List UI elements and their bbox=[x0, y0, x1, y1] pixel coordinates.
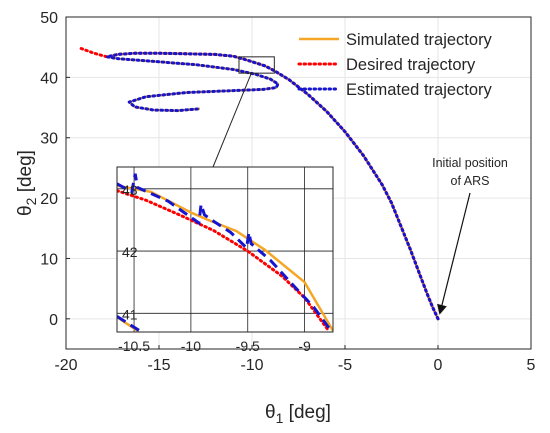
zoom-connector bbox=[212, 72, 252, 168]
y-tick-label: 0 bbox=[49, 312, 58, 329]
main-series bbox=[79, 46, 440, 321]
legend-item-desired: Desired trajectory bbox=[297, 56, 476, 74]
legend-item-simulated: Simulated trajectory bbox=[299, 31, 493, 49]
legend-label-estimated: Estimated trajectory bbox=[346, 81, 493, 99]
y-tick-label: 20 bbox=[40, 191, 58, 208]
inset-tick-labels: -10.5 -10 -9.5 -9 41 42 43 bbox=[118, 182, 311, 354]
y-tick-label: 10 bbox=[40, 251, 58, 268]
x-axis-title-symbol: θ bbox=[265, 402, 276, 423]
inset-y-tick-label: 43 bbox=[122, 182, 138, 198]
zoom-indicator bbox=[212, 56, 275, 168]
plot-frame bbox=[65, 16, 532, 350]
legend-label-desired: Desired trajectory bbox=[346, 56, 476, 74]
inset-y-tick-label: 41 bbox=[122, 306, 138, 322]
y-axis-title-symbol: θ bbox=[15, 205, 36, 216]
y-tick-label: 30 bbox=[40, 131, 58, 148]
inset-x-tick-label: -10 bbox=[181, 338, 201, 354]
inset-x-tick-label: -9 bbox=[298, 338, 311, 354]
y-axis-title-subscript: 2 bbox=[23, 197, 39, 205]
x-tick-label: -5 bbox=[338, 357, 352, 374]
inset-frame bbox=[116, 166, 334, 333]
annotation-text-line2: of ARS bbox=[451, 174, 490, 188]
inset-x-tick-label: -10.5 bbox=[118, 338, 150, 354]
x-tick-label: 0 bbox=[434, 357, 443, 374]
annotation: Initial position of ARS bbox=[432, 156, 508, 315]
zoom-box bbox=[238, 56, 275, 74]
inset-series-estimated-trajectory-lower-segment bbox=[117, 315, 141, 332]
x-tick-label: -15 bbox=[147, 357, 170, 374]
inset-grid bbox=[117, 167, 333, 332]
x-axis-title: θ1 [deg] bbox=[265, 402, 331, 426]
x-tick-label: -10 bbox=[240, 357, 263, 374]
x-axis-title-subscript: 1 bbox=[276, 410, 284, 426]
series-estimated-trajectory bbox=[105, 51, 440, 321]
x-tick-label: -20 bbox=[54, 357, 77, 374]
inset-series-estimated-trajectory bbox=[117, 173, 331, 330]
x-tick-label: 5 bbox=[527, 357, 536, 374]
legend: Simulated trajectory Desired trajectory … bbox=[297, 31, 493, 99]
y-tick-label: 50 bbox=[40, 10, 58, 27]
inset-y-tick-label: 42 bbox=[122, 244, 138, 260]
legend-item-estimated: Estimated trajectory bbox=[297, 81, 493, 99]
y-axis-title: θ2 [deg] bbox=[15, 150, 39, 216]
annotation-arrow bbox=[437, 192, 471, 315]
y-axis-title-unit: [deg] bbox=[15, 150, 36, 198]
legend-label-simulated: Simulated trajectory bbox=[346, 31, 493, 49]
inset-series-desired-trajectory bbox=[117, 189, 329, 331]
inset-series bbox=[117, 173, 333, 332]
inset-x-tick-label: -9.5 bbox=[236, 338, 260, 354]
y-tick-label: 40 bbox=[40, 70, 58, 87]
x-axis-title-unit: [deg] bbox=[283, 402, 331, 423]
annotation-text-line1: Initial position bbox=[432, 156, 508, 170]
inset-zoom-plot: -10.5 -10 -9.5 -9 41 42 43 bbox=[116, 166, 334, 354]
